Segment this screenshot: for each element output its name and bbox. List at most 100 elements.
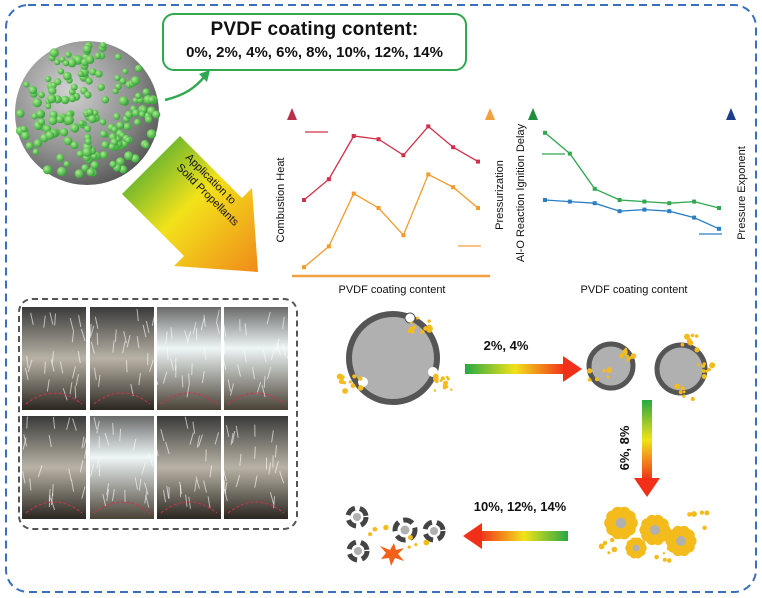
- coating-bead: [57, 68, 65, 75]
- spark-dot: [439, 379, 443, 383]
- coating-bead: [99, 118, 107, 126]
- spark-dot: [427, 319, 431, 323]
- coating-bead: [63, 71, 72, 81]
- spark-dot: [691, 511, 697, 517]
- spark-streak: [151, 313, 156, 326]
- coating-bead: [23, 81, 30, 88]
- chart1-series-0-point-2: [351, 134, 356, 138]
- spark-streak: [26, 416, 28, 429]
- arrow-6-8: [634, 400, 660, 497]
- coating-bead: [142, 88, 150, 96]
- coating-bead: [82, 44, 92, 54]
- spark-streak: [71, 330, 75, 343]
- coating-bead: [64, 115, 74, 125]
- spark-streak: [196, 435, 200, 448]
- mechanism-fragmented-particles: [345, 505, 446, 566]
- pvdf-coating-beads: [15, 41, 161, 179]
- spark-dot: [410, 329, 415, 334]
- chart1-series-0-point-3: [376, 137, 381, 142]
- burning-surface-outline: [25, 392, 83, 405]
- spark-dot: [690, 333, 695, 338]
- coating-bead: [116, 157, 125, 166]
- spark-streak: [54, 313, 56, 326]
- chart2-xlabel: PVDF coating content: [580, 284, 687, 296]
- coating-bead: [148, 96, 156, 104]
- chart2-series-0-point-7: [717, 206, 721, 210]
- spark-dot: [687, 340, 694, 346]
- coating-bead: [119, 165, 128, 174]
- spark-streak: [165, 441, 170, 455]
- chart2-series-1-point-7: [717, 226, 721, 231]
- chart1-right-axis-head: [485, 108, 495, 120]
- spark-streak: [44, 361, 46, 374]
- coating-bead: [16, 109, 25, 118]
- spark-dot: [426, 326, 433, 333]
- spark-streak: [144, 491, 148, 504]
- coating-bead: [115, 83, 122, 90]
- spark-streak: [136, 309, 139, 322]
- coating-bead: [68, 94, 77, 103]
- mechanism-burning-particles: [598, 506, 710, 563]
- spark-streak: [98, 374, 101, 387]
- coating-bead: [86, 168, 95, 177]
- chart2-series-0-point-4: [642, 199, 647, 204]
- coating-bead: [113, 112, 121, 120]
- coating-bead: [142, 141, 150, 149]
- chart1-series-1-point-6: [451, 185, 456, 190]
- spark-streak: [185, 494, 188, 507]
- coating-bead: [57, 166, 67, 177]
- spark-dot: [357, 385, 364, 391]
- spark-streak: [160, 428, 165, 442]
- spark-streak: [273, 496, 276, 509]
- spark-streak: [84, 446, 87, 459]
- spark-streak: [48, 494, 51, 508]
- spark-dot: [682, 394, 686, 398]
- spark-streak: [136, 336, 140, 349]
- chart2-series-1-point-3: [617, 209, 622, 214]
- coating-bead: [20, 125, 28, 133]
- coating-bead: [92, 109, 99, 116]
- spark-streak: [59, 361, 64, 374]
- spark-streak: [126, 335, 131, 348]
- coating-bead: [119, 96, 129, 106]
- spark-streak: [29, 478, 32, 491]
- spark-dot: [607, 551, 611, 555]
- burning-surface-outline: [25, 501, 83, 514]
- coating-bead: [48, 116, 58, 126]
- coating-bead: [28, 85, 37, 95]
- spark-streak: [77, 351, 81, 364]
- spark-streak: [184, 330, 189, 343]
- spark-streak: [239, 453, 242, 466]
- spark-dot: [433, 389, 437, 392]
- chart1-series-0-line: [303, 125, 479, 201]
- spark-streak: [254, 446, 256, 459]
- arrow2-label: 6%, 8%: [617, 425, 632, 470]
- chart2-series-0-point-3: [617, 198, 622, 202]
- spark-streak: [104, 432, 110, 446]
- spark-streak: [222, 468, 227, 482]
- burning-surface-outline: [227, 392, 285, 405]
- spark-dot: [694, 334, 699, 338]
- burning-surface-outline: [93, 392, 151, 405]
- chart-ignition-delay: Al-O Reaction Ignition Delay Pressure Ex…: [515, 108, 748, 296]
- spark-dot: [342, 388, 348, 394]
- spark-dot: [662, 552, 666, 555]
- coating-bead: [49, 48, 59, 58]
- coating-bead: [77, 70, 84, 77]
- spark-streak: [153, 372, 159, 385]
- spark-streak: [166, 347, 169, 360]
- spark-dot: [684, 333, 690, 340]
- spark-dot: [410, 321, 413, 325]
- spark-dot: [407, 329, 412, 334]
- spark-streak: [274, 461, 279, 474]
- coating-bead: [74, 169, 84, 179]
- spark-dot: [610, 537, 615, 543]
- callout-title: PVDF coating content:: [210, 19, 419, 40]
- coating-bead: [67, 58, 77, 68]
- coating-bead: [59, 128, 69, 137]
- coating-bead: [63, 136, 73, 146]
- spark-streak: [70, 479, 75, 492]
- fragment-core: [352, 512, 362, 522]
- coating-bead: [81, 164, 89, 172]
- spark-streak: [90, 464, 94, 477]
